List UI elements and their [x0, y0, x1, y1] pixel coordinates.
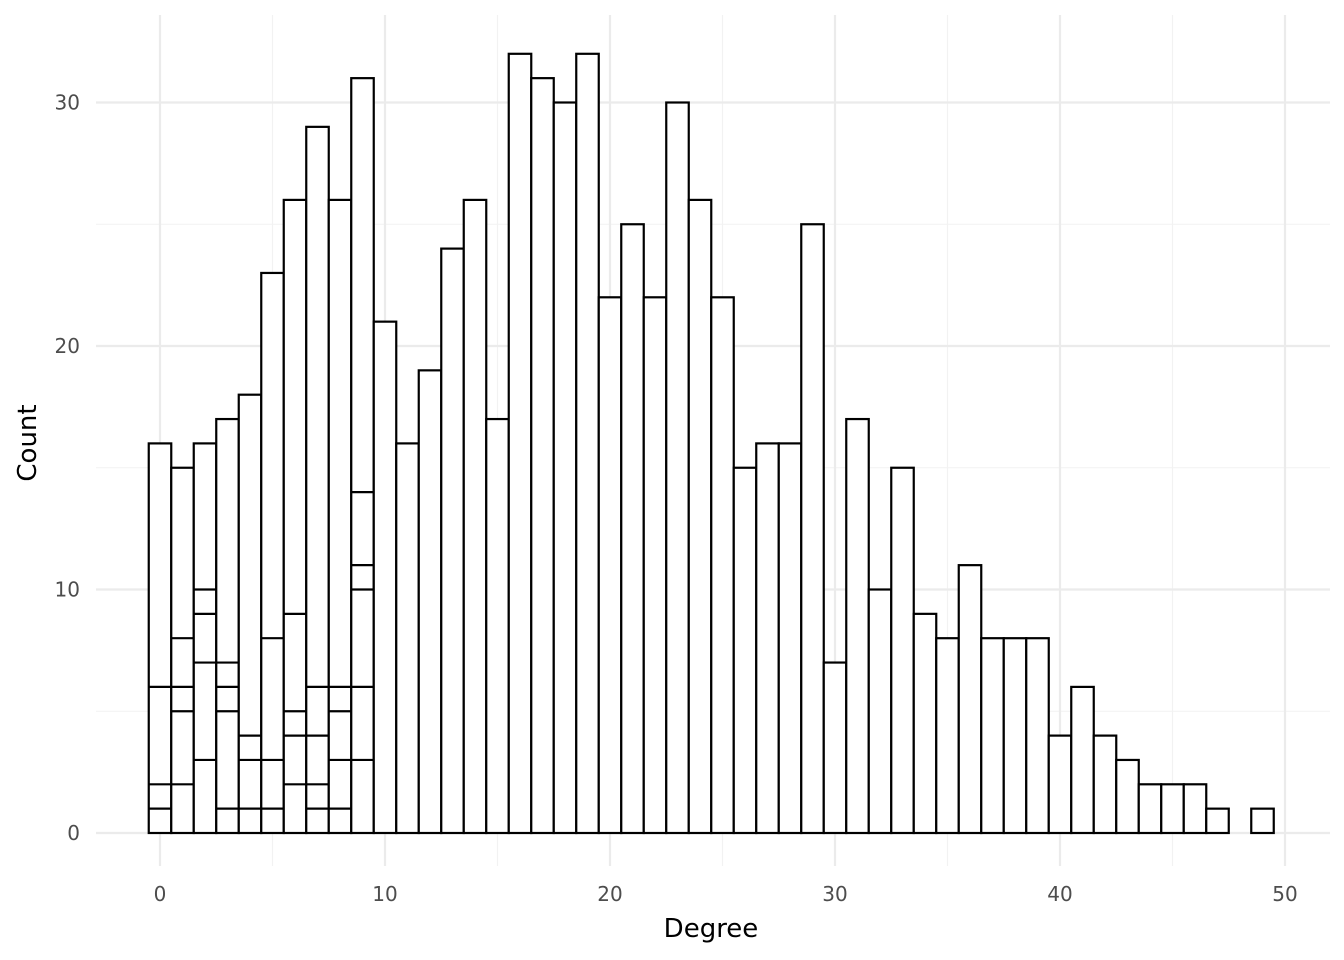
histogram-bar: [327, 198, 353, 835]
histogram-bar: [822, 661, 848, 835]
histogram-bar: [192, 442, 218, 835]
histogram-bar: [395, 442, 420, 835]
histogram-bar: [642, 296, 668, 835]
histogram-bar: [305, 125, 330, 835]
histogram-bar: [755, 442, 780, 835]
histogram-bar: [957, 564, 983, 835]
histogram-bar: [687, 198, 713, 835]
x-axis-title: Degree: [664, 914, 759, 944]
x-tick-label: 50: [1272, 882, 1297, 906]
histogram-bar: [665, 101, 690, 835]
histogram-bar: [1092, 734, 1118, 835]
histogram-bar: [1002, 637, 1028, 835]
histogram-bar: [620, 223, 645, 835]
histogram-bar: [215, 417, 240, 835]
x-axis-ticks: 0 10 20 30 40 50: [154, 882, 1298, 906]
y-tick-label: 30: [55, 91, 80, 115]
histogram-bar: [372, 320, 398, 835]
y-tick-label: 0: [67, 821, 80, 845]
histogram-bar: [912, 612, 938, 835]
x-tick-label: 10: [372, 882, 397, 906]
histogram-bar: [485, 417, 510, 835]
histogram-bar: [1205, 807, 1230, 835]
histogram-bar: [1115, 758, 1140, 835]
x-tick-label: 30: [822, 882, 847, 906]
y-axis-title: Count: [13, 404, 43, 481]
histogram-bar: [732, 466, 758, 835]
y-axis-ticks: 0 10 20 30: [55, 91, 80, 846]
histogram-bar: [1070, 685, 1095, 835]
histogram-bar: [350, 77, 375, 835]
histogram-bar: [777, 442, 803, 835]
histogram-bar: [867, 588, 893, 835]
y-tick-label: 20: [55, 334, 80, 358]
y-tick-label: 10: [55, 578, 80, 602]
histogram-bar: [260, 271, 285, 835]
histogram-bar: [170, 466, 195, 835]
histogram-bar: [1047, 734, 1073, 835]
histogram-bar: [440, 247, 465, 835]
histogram-bar: [845, 417, 870, 835]
histogram-bar: [530, 77, 555, 835]
histogram-bar: [575, 52, 600, 835]
histogram-bar: [1182, 783, 1208, 835]
histogram-bars: [147, 52, 1275, 835]
histogram-bar: [1160, 783, 1185, 835]
histogram-bar: [1137, 783, 1163, 835]
histogram-bar: [462, 198, 488, 835]
histogram-bar: [1250, 807, 1275, 835]
histogram-bar: [710, 296, 735, 835]
histogram-bar: [980, 637, 1005, 835]
histogram-bar: [800, 223, 825, 835]
histogram-bar: [890, 466, 915, 835]
histogram-bar: [147, 442, 173, 835]
histogram-bar: [282, 198, 308, 835]
x-tick-label: 20: [597, 882, 622, 906]
histogram-bar: [417, 369, 443, 835]
x-tick-label: 40: [1047, 882, 1072, 906]
x-tick-label: 0: [154, 882, 167, 906]
histogram-bar: [935, 637, 960, 835]
histogram-bar: [552, 101, 578, 835]
histogram-bar: [1025, 637, 1050, 835]
histogram-bar: [597, 296, 623, 835]
histogram-bar: [507, 52, 533, 835]
histogram-bar: [237, 393, 263, 835]
